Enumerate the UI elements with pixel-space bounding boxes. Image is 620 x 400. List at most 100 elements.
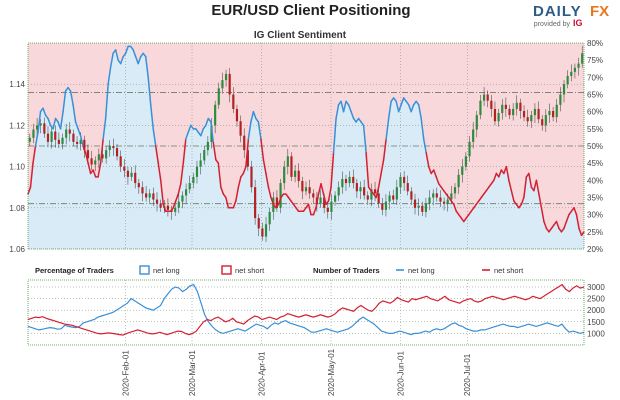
sentiment-segment bbox=[307, 203, 312, 216]
legend: Percentage of Traders net long net short… bbox=[35, 265, 524, 275]
candle-body bbox=[373, 189, 377, 194]
sentiment-segment bbox=[42, 107, 47, 116]
candle-body bbox=[94, 160, 97, 165]
sentiment-segment bbox=[205, 117, 210, 127]
sentiment-segment bbox=[422, 138, 427, 154]
sentiment-segment bbox=[62, 90, 67, 113]
sentiment-segment bbox=[528, 172, 533, 188]
sentiment-segment bbox=[435, 176, 440, 185]
sentiment-segment bbox=[159, 179, 164, 206]
candle-body bbox=[366, 195, 369, 200]
candle-body bbox=[275, 197, 279, 208]
sentiment-segment bbox=[347, 104, 352, 113]
sentiment-segment bbox=[385, 117, 390, 140]
series-net-short bbox=[27, 283, 585, 336]
sentiment-segment bbox=[342, 100, 347, 113]
x-tick-label: 2020-Jul-01 bbox=[463, 353, 472, 396]
sentiment-segment bbox=[387, 100, 392, 120]
legend-label-pct-net-short: net short bbox=[235, 266, 265, 275]
candle-body bbox=[490, 100, 493, 109]
sentiment-segment bbox=[335, 104, 340, 120]
sentiment-segment bbox=[407, 104, 412, 113]
sentiment-segment bbox=[134, 55, 139, 65]
sentiment-tick-label: 25% bbox=[587, 228, 603, 237]
candle-body bbox=[221, 80, 224, 89]
sentiment-tick-label: 55% bbox=[587, 125, 603, 134]
sentiment-segment bbox=[555, 220, 560, 230]
candle-body bbox=[57, 139, 60, 144]
sentiment-segment bbox=[210, 121, 215, 144]
candle-body bbox=[421, 205, 424, 212]
candle-body bbox=[552, 110, 555, 118]
sentiment-segment bbox=[425, 152, 430, 168]
sentiment-segment bbox=[72, 104, 77, 123]
candle-body bbox=[381, 203, 384, 210]
candle-body bbox=[90, 158, 93, 165]
candle-body bbox=[257, 218, 260, 229]
net-long-area bbox=[28, 46, 584, 250]
sentiment-segment bbox=[27, 186, 32, 195]
sentiment-segment bbox=[410, 104, 415, 113]
sentiment-segment bbox=[52, 117, 57, 130]
candle-body bbox=[341, 178, 344, 188]
sentiment-segment bbox=[172, 200, 177, 209]
candle-body bbox=[97, 154, 100, 161]
sentiment-segment bbox=[245, 138, 250, 168]
candle-body bbox=[72, 133, 75, 142]
candle-body bbox=[79, 139, 82, 144]
sentiment-segment bbox=[144, 55, 149, 79]
candle-body bbox=[152, 193, 155, 200]
candle-body bbox=[286, 156, 289, 167]
candle-body bbox=[359, 187, 362, 192]
main-plot bbox=[27, 42, 585, 250]
sentiment-segment bbox=[154, 145, 159, 164]
sentiment-segment bbox=[400, 97, 405, 106]
candle-body bbox=[112, 146, 115, 149]
candle-body bbox=[101, 154, 104, 159]
legend-label-num-net-long: net long bbox=[408, 266, 435, 275]
candle-body bbox=[61, 137, 64, 144]
sentiment-tick-label: 20% bbox=[587, 245, 603, 254]
candle-body bbox=[65, 129, 68, 138]
sentiment-segment bbox=[220, 186, 225, 195]
candle-body bbox=[35, 125, 39, 130]
sentiment-segment bbox=[212, 141, 217, 161]
sentiment-segment bbox=[97, 162, 102, 178]
candle-body bbox=[283, 166, 286, 184]
sentiment-segment bbox=[380, 158, 385, 175]
candle-body bbox=[566, 75, 569, 85]
candle-body bbox=[446, 199, 449, 204]
sentiment-segment bbox=[225, 196, 230, 209]
candle-body bbox=[573, 67, 577, 72]
candle-body bbox=[541, 119, 544, 126]
sentiment-segment bbox=[417, 104, 422, 120]
sentiment-segment bbox=[498, 169, 503, 178]
sentiment-segment bbox=[82, 145, 87, 154]
sentiment-segment bbox=[277, 196, 282, 206]
sentiment-segment bbox=[382, 138, 387, 161]
candle-body bbox=[417, 205, 420, 208]
count-tick-label: 2000 bbox=[587, 306, 605, 315]
brand-name: DAILY bbox=[533, 3, 582, 20]
sentiment-segment bbox=[132, 49, 137, 58]
sentiment-segment bbox=[397, 104, 402, 113]
sentiment-segment bbox=[252, 110, 257, 120]
candle-body bbox=[363, 187, 366, 196]
brand-provided-by: provided by bbox=[534, 21, 571, 28]
sentiment-segment bbox=[505, 165, 510, 182]
x-tick-label: 2020-Apr-01 bbox=[258, 351, 267, 396]
sentiment-tick-label: 35% bbox=[587, 194, 603, 203]
series-net-long bbox=[27, 283, 585, 336]
candle-body bbox=[533, 108, 537, 116]
candle-body bbox=[159, 203, 162, 208]
candle-body bbox=[468, 141, 471, 157]
candle-body bbox=[43, 123, 46, 134]
candle-body bbox=[264, 224, 268, 237]
price-tick-label: 1.14 bbox=[9, 80, 25, 89]
sentiment-segment bbox=[247, 121, 252, 140]
candle-body bbox=[577, 63, 580, 68]
candle-body bbox=[148, 193, 151, 198]
candle-body bbox=[450, 193, 453, 200]
candle-body bbox=[388, 195, 391, 202]
